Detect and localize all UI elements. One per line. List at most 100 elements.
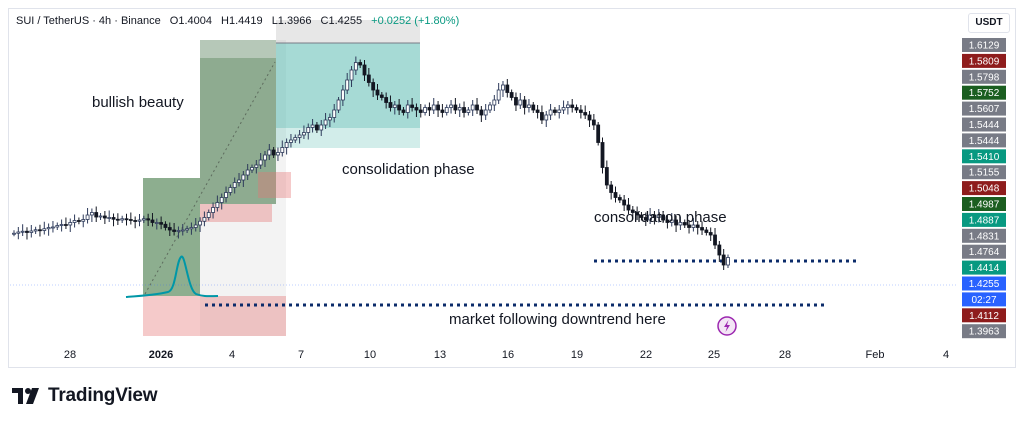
x-tick-label: 22: [640, 349, 652, 361]
candle-body: [115, 218, 120, 221]
candle-body: [280, 147, 285, 153]
candle-body: [98, 215, 103, 218]
ohlc-low: L1.3966: [271, 15, 312, 27]
candle-body: [146, 218, 151, 221]
candle-body: [397, 104, 402, 111]
candle-body: [436, 104, 440, 111]
candle-body: [540, 112, 544, 121]
candle-body: [726, 257, 730, 266]
candle-body: [721, 254, 726, 266]
candle-body: [379, 94, 384, 98]
ohlc-open: O1.4004: [169, 15, 212, 27]
candle-body: [254, 164, 259, 168]
candle-body: [293, 137, 298, 141]
price-label-bg: [962, 38, 1006, 52]
candle-body: [189, 227, 194, 230]
annotation-bullish[interactable]: bullish beauty: [92, 94, 184, 111]
x-axis: 28 2026 4 7 10 13 16 19 22 25 28 Feb 4: [64, 349, 949, 361]
candle-body: [198, 220, 202, 226]
candle-body: [64, 224, 68, 226]
candle-body: [193, 224, 198, 228]
candle-body: [630, 209, 635, 213]
price-label: 1.5444: [969, 136, 1000, 147]
price-label: 1.5752: [969, 88, 1000, 99]
candle-body: [509, 92, 514, 98]
x-tick-label: 4: [229, 349, 235, 361]
candle-body: [150, 219, 155, 223]
candle-body: [405, 104, 410, 113]
candle-body: [414, 107, 419, 111]
candle-body: [68, 222, 73, 226]
price-label-bg: [962, 212, 1006, 227]
price-label-bg: [962, 69, 1006, 84]
candle-body: [669, 219, 674, 223]
candle-body: [418, 109, 423, 113]
candle-body: [687, 224, 691, 228]
candle-body: [462, 107, 466, 113]
candle-body: [475, 104, 479, 111]
candle-body: [89, 212, 94, 216]
candle-body: [440, 109, 445, 113]
candle-body: [29, 230, 34, 233]
price-label-bg: [962, 149, 1006, 164]
candle-body: [626, 204, 631, 211]
candle-body: [578, 109, 583, 113]
candle-body: [176, 230, 181, 232]
candle-body: [232, 182, 237, 188]
candle-body: [388, 102, 393, 108]
candle-body: [639, 214, 644, 218]
candle-body: [46, 227, 51, 230]
candle-body: [492, 99, 497, 106]
candle-body: [574, 107, 579, 111]
candle-body: [206, 212, 211, 218]
candle-body: [245, 169, 250, 176]
candle-body: [340, 89, 345, 101]
candle-body: [20, 230, 25, 233]
brand-name: TradingView: [48, 385, 158, 406]
annotation-consolidation-2[interactable]: consolidation phase: [594, 209, 727, 226]
lightning-icon[interactable]: [717, 316, 737, 336]
candle-body: [470, 104, 475, 111]
price-scale[interactable]: 1.6129 1.5809 1.5798 1.5752 1.5607 1.5444 1.54…: [962, 38, 1006, 339]
x-tick-label: 2026: [149, 349, 173, 361]
candle-body: [224, 192, 228, 198]
price-label-bg: [962, 101, 1006, 116]
candle-body: [72, 220, 77, 223]
candle-body: [514, 97, 518, 106]
grey-top-zone: [276, 20, 420, 43]
candle-body: [617, 197, 622, 201]
candle-body: [544, 114, 549, 121]
annotation-consolidation-1[interactable]: consolidation phase: [342, 161, 475, 178]
candle-body: [553, 109, 557, 113]
candle-body: [25, 230, 29, 233]
price-label: 1.4414: [969, 263, 1000, 274]
quote-currency-button[interactable]: USDT: [968, 13, 1010, 33]
candle-body: [241, 174, 246, 181]
price-label: 1.5155: [969, 168, 1000, 179]
candle-body: [163, 223, 168, 228]
symbol-label[interactable]: SUI / TetherUS · 4h · Binance: [16, 15, 161, 27]
teal-hand-drawn-curve: [125, 255, 219, 298]
candle-body: [661, 214, 665, 221]
tradingview-brand[interactable]: TradingView: [12, 384, 158, 408]
candle-body: [297, 134, 302, 138]
tradingview-logo-icon: [12, 388, 39, 404]
price-label: 1.4255: [969, 279, 1000, 290]
candle-body: [674, 219, 678, 226]
candle-body: [587, 114, 592, 121]
candle-body: [302, 132, 306, 136]
candle-body: [708, 232, 713, 236]
candle-body: [501, 84, 505, 91]
price-label-bg: [962, 276, 1006, 291]
annotation-downtrend[interactable]: market following downtrend here: [449, 311, 666, 328]
candle-body: [591, 119, 596, 126]
candle-body: [444, 107, 449, 113]
price-label-bg: [962, 228, 1006, 243]
candle-body: [583, 112, 588, 116]
candle-body: [289, 139, 293, 143]
candle-body: [561, 107, 566, 111]
candle-body: [349, 69, 354, 81]
candlestick-series: [12, 56, 730, 270]
x-tick-label: 4: [943, 349, 949, 361]
